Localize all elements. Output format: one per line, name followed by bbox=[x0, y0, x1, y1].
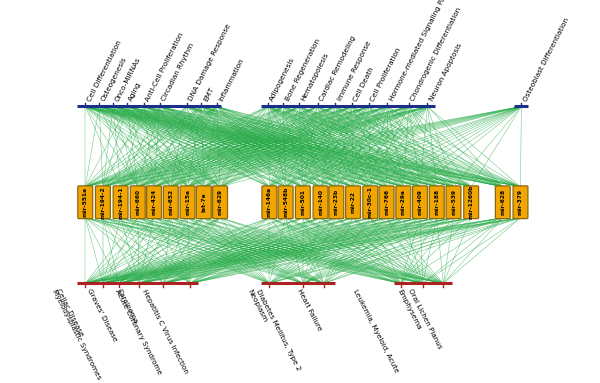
Text: mir-22: mir-22 bbox=[350, 191, 356, 213]
FancyBboxPatch shape bbox=[130, 186, 145, 219]
FancyBboxPatch shape bbox=[513, 186, 528, 219]
Text: Cell Differentiation: Cell Differentiation bbox=[86, 39, 122, 102]
Text: mir-628: mir-628 bbox=[500, 189, 505, 215]
Text: mir-766: mir-766 bbox=[384, 189, 389, 215]
FancyBboxPatch shape bbox=[329, 186, 344, 219]
Text: Celiac Disease: Celiac Disease bbox=[55, 288, 84, 337]
Text: Aging: Aging bbox=[128, 81, 143, 102]
Text: mir-629: mir-629 bbox=[218, 189, 223, 215]
Text: mir-188: mir-188 bbox=[434, 189, 439, 215]
Text: mir-652: mir-652 bbox=[168, 189, 173, 215]
Text: Oral Lichen Planus: Oral Lichen Planus bbox=[407, 288, 442, 350]
Text: mir-23b: mir-23b bbox=[334, 189, 339, 215]
FancyBboxPatch shape bbox=[262, 186, 277, 219]
Text: mir-140: mir-140 bbox=[318, 189, 323, 215]
Text: mir-548b: mir-548b bbox=[283, 187, 288, 218]
Text: Bone Regeneration: Bone Regeneration bbox=[284, 38, 321, 102]
Text: Cell Proliferation: Cell Proliferation bbox=[370, 46, 402, 102]
Text: mir-194-1: mir-194-1 bbox=[118, 186, 123, 219]
FancyBboxPatch shape bbox=[446, 186, 461, 219]
Text: Onco-MiRNAs: Onco-MiRNAs bbox=[114, 56, 142, 102]
FancyBboxPatch shape bbox=[363, 186, 378, 219]
FancyBboxPatch shape bbox=[146, 186, 161, 219]
Text: Circadian Rhythm: Circadian Rhythm bbox=[161, 42, 195, 102]
Text: Heart Failure: Heart Failure bbox=[296, 288, 323, 332]
FancyBboxPatch shape bbox=[413, 186, 427, 219]
Text: Cell Death: Cell Death bbox=[353, 66, 375, 102]
FancyBboxPatch shape bbox=[278, 186, 293, 219]
Text: EMT: EMT bbox=[202, 86, 215, 102]
Text: Hepatitis C Virus Infection: Hepatitis C Virus Infection bbox=[142, 288, 190, 374]
FancyBboxPatch shape bbox=[78, 186, 92, 219]
FancyBboxPatch shape bbox=[113, 186, 128, 219]
Text: Immune Response: Immune Response bbox=[337, 40, 372, 102]
Text: Myelodysplastic Syndromes: Myelodysplastic Syndromes bbox=[51, 288, 102, 380]
Text: Diabetes Mellitus, Type 2: Diabetes Mellitus, Type 2 bbox=[256, 288, 302, 371]
FancyBboxPatch shape bbox=[212, 186, 227, 219]
Text: Adipogenesis: Adipogenesis bbox=[269, 56, 296, 102]
FancyBboxPatch shape bbox=[313, 186, 328, 219]
Text: mir-539: mir-539 bbox=[451, 189, 456, 215]
FancyBboxPatch shape bbox=[180, 186, 195, 219]
FancyBboxPatch shape bbox=[163, 186, 178, 219]
Text: mir-409: mir-409 bbox=[418, 189, 422, 215]
Text: let-7e: let-7e bbox=[202, 192, 206, 212]
Text: Leukemia, Myeloid, Acute: Leukemia, Myeloid, Acute bbox=[352, 288, 400, 373]
Text: Neuron Apoptosis: Neuron Apoptosis bbox=[428, 42, 463, 102]
FancyBboxPatch shape bbox=[464, 186, 479, 219]
Text: Osteoblast Differentiation: Osteoblast Differentiation bbox=[523, 16, 570, 102]
Text: Carcinoma: Carcinoma bbox=[115, 288, 138, 325]
Text: mir-551a: mir-551a bbox=[83, 187, 88, 217]
Text: Graves' Disease: Graves' Disease bbox=[86, 288, 118, 342]
Text: Cardiac Remodeling: Cardiac Remodeling bbox=[319, 35, 357, 102]
Text: Osteogenesis: Osteogenesis bbox=[100, 56, 128, 102]
Text: Acute Coronary Syndrome: Acute Coronary Syndrome bbox=[114, 288, 163, 375]
FancyBboxPatch shape bbox=[430, 186, 444, 219]
FancyBboxPatch shape bbox=[379, 186, 394, 219]
Text: Emphysema: Emphysema bbox=[396, 288, 422, 330]
FancyBboxPatch shape bbox=[496, 186, 510, 219]
Text: mir-29a: mir-29a bbox=[401, 189, 406, 215]
Text: mir-146a: mir-146a bbox=[267, 187, 272, 217]
Text: mir-30c-1: mir-30c-1 bbox=[368, 186, 373, 218]
Text: Inflammation: Inflammation bbox=[218, 57, 245, 102]
Text: Hormone-mediated Signaling Pathway: Hormone-mediated Signaling Pathway bbox=[388, 0, 457, 102]
Text: Hematopoiesis: Hematopoiesis bbox=[300, 51, 330, 102]
Text: DNA Damage Response: DNA Damage Response bbox=[188, 23, 232, 102]
Text: Neoplasm: Neoplasm bbox=[247, 288, 268, 323]
FancyBboxPatch shape bbox=[346, 186, 361, 219]
Text: mir-379: mir-379 bbox=[518, 189, 523, 215]
Text: Anti-Cell Proliferation: Anti-Cell Proliferation bbox=[145, 31, 185, 102]
Text: Chondrogenic Differentiation: Chondrogenic Differentiation bbox=[410, 7, 463, 102]
Text: mir-194-2: mir-194-2 bbox=[100, 186, 106, 219]
Text: mir-660: mir-660 bbox=[135, 189, 140, 215]
Text: mir-501: mir-501 bbox=[301, 189, 305, 215]
FancyBboxPatch shape bbox=[95, 186, 110, 219]
Text: mir-424: mir-424 bbox=[152, 189, 157, 215]
Text: mir-1260b: mir-1260b bbox=[469, 185, 473, 219]
FancyBboxPatch shape bbox=[396, 186, 411, 219]
Text: mir-15a: mir-15a bbox=[185, 189, 190, 215]
FancyBboxPatch shape bbox=[295, 186, 310, 219]
FancyBboxPatch shape bbox=[196, 186, 211, 219]
